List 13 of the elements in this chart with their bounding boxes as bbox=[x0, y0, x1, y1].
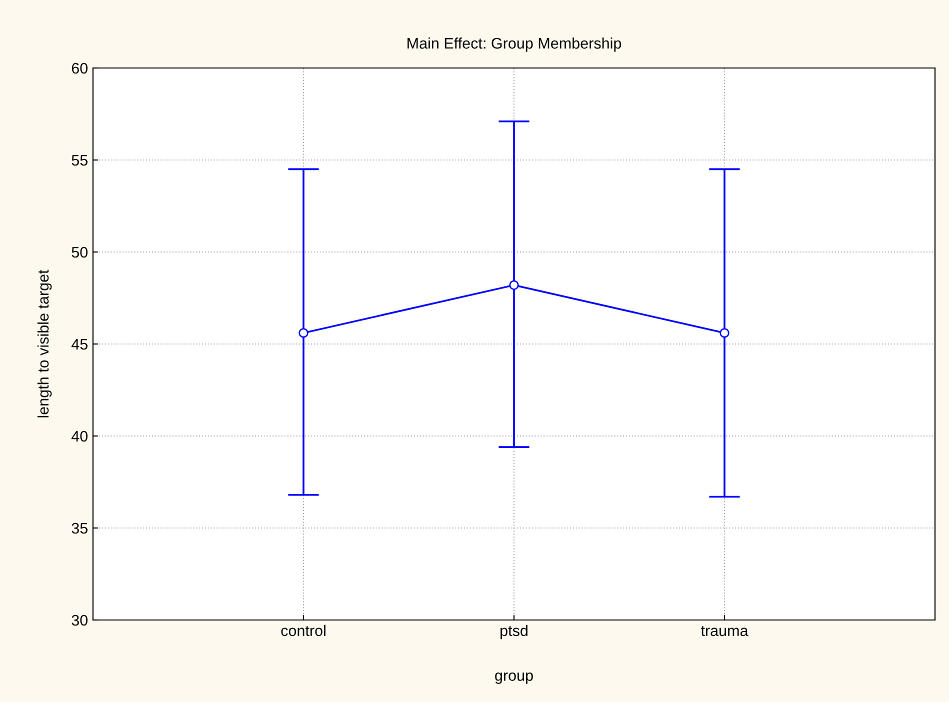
y-tick-label: 45 bbox=[72, 339, 88, 350]
y-tick-label: 30 bbox=[72, 614, 88, 626]
x-tick-label: control bbox=[281, 624, 326, 636]
x-axis-title: group bbox=[495, 672, 533, 684]
y-tick-label: 35 bbox=[72, 522, 88, 534]
chart-title: Main Effect: Group Membership bbox=[408, 37, 622, 52]
x-tick-label: ptsd bbox=[500, 624, 528, 640]
y-tick-label: 40 bbox=[72, 430, 88, 442]
y-tick-label: 55 bbox=[72, 155, 88, 166]
y-tick-label: 50 bbox=[72, 246, 88, 258]
y-axis-title: length to visible target bbox=[37, 270, 52, 418]
x-tick-label: trauma bbox=[700, 626, 748, 636]
y-tick-label: 60 bbox=[72, 62, 88, 74]
